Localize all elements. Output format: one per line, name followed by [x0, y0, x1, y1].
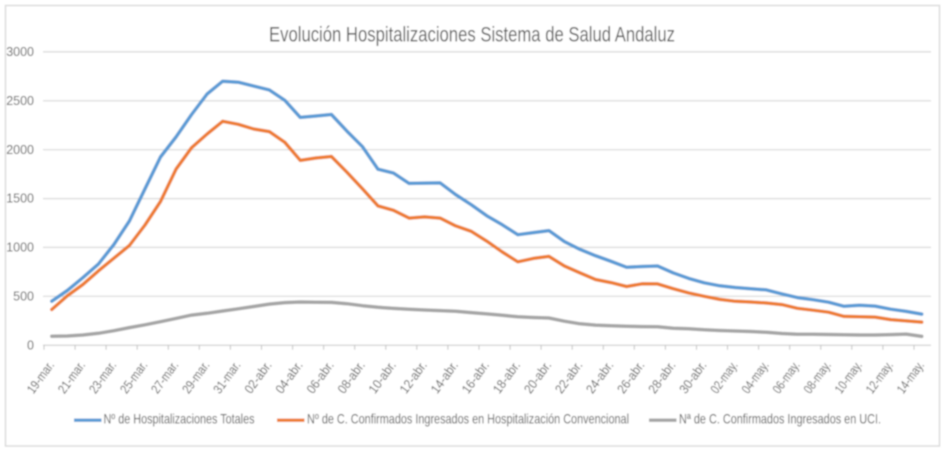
svg-text:0: 0: [27, 338, 34, 352]
svg-text:2500: 2500: [6, 94, 34, 108]
svg-text:1500: 1500: [6, 192, 34, 206]
svg-text:500: 500: [13, 289, 34, 303]
svg-text:1000: 1000: [6, 241, 34, 255]
svg-text:Nª de C. Confirmados Ingresado: Nª de C. Confirmados Ingresados en UCI.: [679, 411, 881, 427]
svg-text:Nº de C. Confirmados Ingresado: Nº de C. Confirmados Ingresados en Hospi…: [307, 411, 629, 427]
svg-text:Evolución Hospitalizaciones Si: Evolución Hospitalizaciones Sistema de S…: [269, 24, 675, 47]
svg-text:2000: 2000: [6, 143, 34, 157]
svg-text:Nº de Hospitalizaciones Totale: Nº de Hospitalizaciones Totales: [104, 411, 255, 427]
svg-text:3000: 3000: [6, 45, 34, 59]
